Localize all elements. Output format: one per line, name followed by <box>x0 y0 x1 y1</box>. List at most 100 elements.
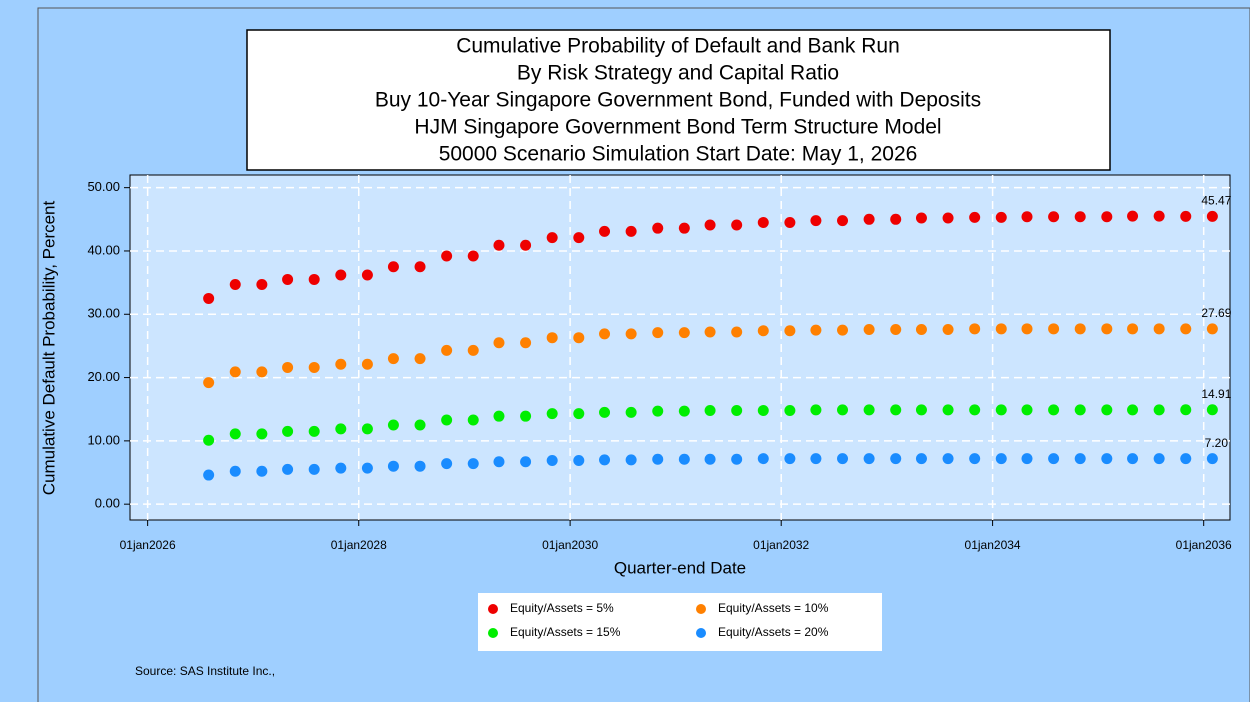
point <box>810 215 822 227</box>
point <box>441 250 453 262</box>
data-label: 45.47 <box>1201 194 1231 208</box>
point <box>1127 404 1139 416</box>
point <box>1101 211 1113 223</box>
point <box>546 232 558 244</box>
point <box>414 261 426 273</box>
chart-title: 50000 Scenario Simulation Start Date: Ma… <box>439 143 918 166</box>
point <box>308 361 320 373</box>
point <box>573 408 585 420</box>
point <box>784 216 796 228</box>
point <box>493 337 505 349</box>
point <box>308 425 320 437</box>
point <box>837 453 849 465</box>
point <box>387 460 399 472</box>
point <box>467 250 479 262</box>
point <box>704 453 716 465</box>
point <box>361 462 373 474</box>
point <box>890 213 902 225</box>
point <box>546 408 558 420</box>
frame <box>37 7 1250 702</box>
point <box>599 328 611 340</box>
point <box>1074 453 1086 465</box>
point <box>863 213 875 225</box>
point <box>1180 323 1192 335</box>
point <box>652 327 664 339</box>
point <box>1153 404 1165 416</box>
point <box>995 453 1007 465</box>
y-tick-label: 40.00 <box>87 242 120 257</box>
point <box>256 428 268 440</box>
point <box>493 456 505 468</box>
point <box>1127 453 1139 465</box>
legend-marker <box>488 604 498 614</box>
point <box>837 215 849 227</box>
point <box>1206 404 1218 416</box>
point <box>573 454 585 466</box>
legend-marker <box>696 628 706 638</box>
point <box>256 366 268 378</box>
point <box>757 216 769 228</box>
data-label: 27.69 <box>1201 306 1231 320</box>
point <box>890 404 902 416</box>
point <box>784 453 796 465</box>
point <box>625 225 637 237</box>
legend-label: Equity/Assets = 20% <box>718 625 829 639</box>
legend-marker <box>488 628 498 638</box>
point <box>942 453 954 465</box>
point <box>810 404 822 416</box>
point <box>757 325 769 337</box>
point <box>915 453 927 465</box>
point <box>890 323 902 335</box>
point <box>1127 323 1139 335</box>
legend-label: Equity/Assets = 10% <box>718 601 829 615</box>
x-tick-label: 01jan2036 <box>1176 538 1232 552</box>
point <box>1127 210 1139 222</box>
source: Source: SAS Institute Inc., <box>135 664 275 678</box>
chart-title: By Risk Strategy and Capital Ratio <box>517 62 839 85</box>
point <box>361 358 373 370</box>
point <box>757 404 769 416</box>
point <box>1101 323 1113 335</box>
point <box>863 453 875 465</box>
point <box>1021 211 1033 223</box>
point <box>863 404 875 416</box>
point <box>441 344 453 356</box>
point <box>282 273 294 285</box>
point <box>546 332 558 344</box>
point <box>361 269 373 281</box>
x-tick-label: 01jan2032 <box>753 538 809 552</box>
point <box>942 323 954 335</box>
point <box>229 465 241 477</box>
point <box>1180 453 1192 465</box>
x-axis-label: Quarter-end Date <box>614 558 746 577</box>
point <box>1153 210 1165 222</box>
point <box>678 453 690 465</box>
point <box>995 211 1007 223</box>
point <box>915 212 927 224</box>
point <box>678 222 690 234</box>
point <box>731 453 743 465</box>
point <box>256 465 268 477</box>
point <box>573 232 585 244</box>
point <box>493 239 505 251</box>
point <box>942 212 954 224</box>
x-tick-label: 01jan2028 <box>331 538 387 552</box>
point <box>203 434 215 446</box>
point <box>652 222 664 234</box>
point <box>784 404 796 416</box>
point <box>282 463 294 475</box>
point <box>414 419 426 431</box>
point <box>1206 210 1218 222</box>
data-label: 7.20 <box>1205 436 1229 450</box>
point <box>1180 210 1192 222</box>
point <box>942 404 954 416</box>
point <box>810 453 822 465</box>
point <box>414 353 426 365</box>
point <box>1048 323 1060 335</box>
point <box>387 419 399 431</box>
point <box>995 404 1007 416</box>
legend-label: Equity/Assets = 15% <box>510 625 621 639</box>
point <box>625 406 637 418</box>
